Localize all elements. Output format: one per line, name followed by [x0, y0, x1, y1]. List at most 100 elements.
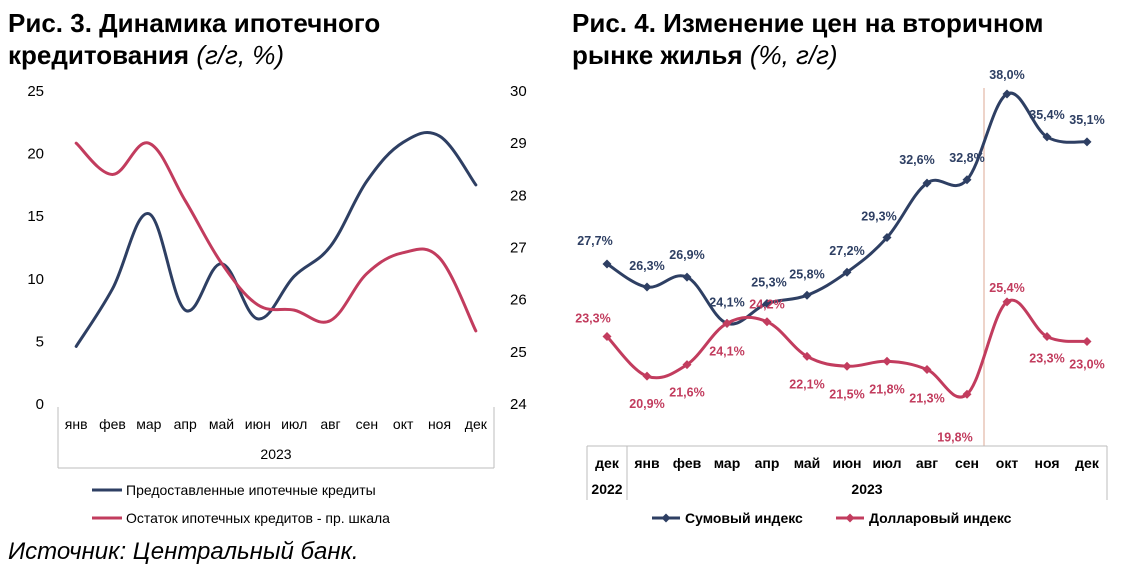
data-point-marker: [842, 267, 852, 277]
data-point-marker: [1002, 297, 1012, 307]
y-right-tick-label: 24: [510, 396, 527, 413]
x-category-label: дек: [1075, 455, 1100, 471]
x-category-label: окт: [996, 455, 1019, 471]
data-label: 21,5%: [829, 387, 864, 401]
x-category-label: май: [209, 416, 234, 432]
data-label: 29,3%: [861, 210, 896, 224]
x-year-label: 2023: [260, 446, 291, 462]
data-label: 19,8%: [937, 430, 972, 444]
data-label: 23,3%: [1029, 352, 1064, 366]
series-line-2: [605, 298, 1088, 399]
data-point-marker: [1082, 137, 1092, 147]
data-label: 21,6%: [669, 386, 704, 400]
y-left-tick-label: 25: [27, 83, 44, 100]
data-label: 26,3%: [629, 259, 664, 273]
series-line-1: [74, 131, 478, 348]
x-category-label: июн: [245, 416, 271, 432]
data-point-marker: [602, 259, 612, 269]
y-right-tick-label: 26: [510, 292, 527, 309]
legend-label: Долларовый индекс: [869, 510, 1012, 526]
x-category-label: апр: [755, 455, 780, 471]
data-point-marker: [682, 360, 692, 370]
data-point-marker: [922, 365, 932, 375]
x-category-label: мар: [136, 416, 161, 432]
x-category-label: авг: [916, 455, 938, 471]
data-point-marker: [1042, 132, 1052, 142]
data-point-marker: [1042, 332, 1052, 342]
y-right-tick-label: 27: [510, 240, 527, 257]
x-year-label: 2022: [591, 481, 622, 497]
x-category-label: окт: [393, 416, 414, 432]
chart-left-title: Рис. 3. Динамика ипотечного кредитования…: [8, 8, 381, 70]
data-label: 20,9%: [629, 397, 664, 411]
data-label: 22,1%: [789, 377, 824, 391]
legend-label: Предоставленные ипотечные кредиты: [126, 482, 376, 498]
x-category-label: ноя: [428, 416, 451, 432]
data-label: 32,8%: [949, 151, 984, 165]
data-label: 21,3%: [909, 392, 944, 406]
x-category-label: янв: [634, 455, 660, 471]
x-category-label: июн: [832, 455, 861, 471]
x-category-label: мар: [714, 455, 741, 471]
series-line-2: [74, 141, 478, 333]
legend-label: Остаток ипотечных кредитов - пр. шкала: [126, 510, 390, 526]
data-label: 35,1%: [1069, 113, 1104, 127]
x-category-label: авг: [320, 416, 340, 432]
x-category-label: янв: [65, 416, 88, 432]
data-label: 26,9%: [669, 248, 704, 262]
x-category-label: май: [794, 455, 821, 471]
data-point-marker: [802, 351, 812, 361]
data-point-marker: [762, 299, 772, 309]
y-left-tick-label: 0: [36, 396, 44, 413]
source-note: Источник: Центральный банк.: [8, 538, 359, 565]
data-point-marker: [882, 233, 892, 243]
x-category-label: июл: [872, 455, 901, 471]
data-point-marker: [842, 361, 852, 371]
data-point-marker: [722, 318, 732, 328]
data-label: 24,2%: [749, 298, 784, 312]
data-point-marker: [642, 282, 652, 292]
data-label: 25,4%: [989, 281, 1024, 295]
data-label: 25,8%: [789, 267, 824, 281]
y-right-tick-label: 25: [510, 344, 527, 361]
x-category-label: ноя: [1035, 455, 1060, 471]
data-point-marker: [962, 389, 972, 399]
data-point-marker: [602, 332, 612, 342]
data-label: 32,6%: [899, 153, 934, 167]
data-point-marker: [762, 317, 772, 327]
x-category-label: июл: [281, 416, 307, 432]
data-label: 23,0%: [1069, 358, 1104, 372]
legend-marker: [845, 513, 855, 523]
data-label: 25,3%: [751, 276, 786, 290]
data-label: 27,7%: [577, 234, 612, 248]
data-label: 21,8%: [869, 382, 904, 396]
y-left-tick-label: 5: [36, 333, 44, 350]
y-right-tick-label: 28: [510, 187, 527, 204]
data-point-marker: [1082, 337, 1092, 346]
data-point-marker: [682, 272, 692, 282]
data-label: 38,0%: [989, 68, 1024, 82]
chart-right-title: Рис. 4. Изменение цен на вторичном рынке…: [572, 8, 1044, 70]
legend-label: Сумовый индекс: [685, 510, 803, 526]
y-left-tick-label: 20: [27, 146, 44, 163]
data-point-marker: [882, 356, 892, 366]
x-category-label: фев: [673, 455, 702, 471]
data-point-marker: [642, 371, 652, 381]
y-right-tick-label: 30: [510, 83, 527, 100]
data-point-marker: [802, 290, 812, 300]
data-label: 23,3%: [575, 312, 610, 326]
x-year-label: 2023: [851, 481, 882, 497]
data-label: 27,2%: [829, 244, 864, 258]
y-left-tick-label: 15: [27, 208, 44, 225]
data-label: 24,1%: [709, 295, 744, 309]
x-category-label: дек: [465, 416, 488, 432]
x-category-label: дек: [595, 455, 620, 471]
x-category-label: фев: [99, 416, 126, 432]
y-right-tick-label: 29: [510, 135, 527, 152]
data-point-marker: [922, 178, 932, 188]
data-label: 24,1%: [709, 344, 744, 358]
legend-marker: [661, 513, 671, 523]
x-category-label: сен: [955, 455, 979, 471]
